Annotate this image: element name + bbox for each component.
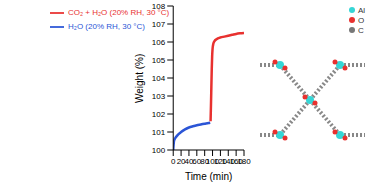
svg-text:104: 104 [152, 74, 166, 83]
svg-text:Time (min): Time (min) [185, 171, 232, 182]
svg-text:180: 180 [237, 157, 251, 166]
svg-text:Al: Al [358, 6, 365, 15]
svg-text:106: 106 [152, 38, 166, 47]
svg-text:102: 102 [152, 110, 166, 119]
svg-text:101: 101 [152, 128, 166, 137]
svg-text:Weight (%): Weight (%) [134, 54, 145, 103]
svg-text:O: O [358, 16, 364, 25]
svg-text:0: 0 [171, 157, 176, 166]
svg-text:105: 105 [152, 56, 166, 65]
svg-text:100: 100 [152, 146, 166, 155]
svg-text:C: C [358, 26, 364, 35]
svg-text:107: 107 [152, 20, 166, 29]
svg-text:103: 103 [152, 92, 166, 101]
svg-text:108: 108 [152, 2, 166, 11]
